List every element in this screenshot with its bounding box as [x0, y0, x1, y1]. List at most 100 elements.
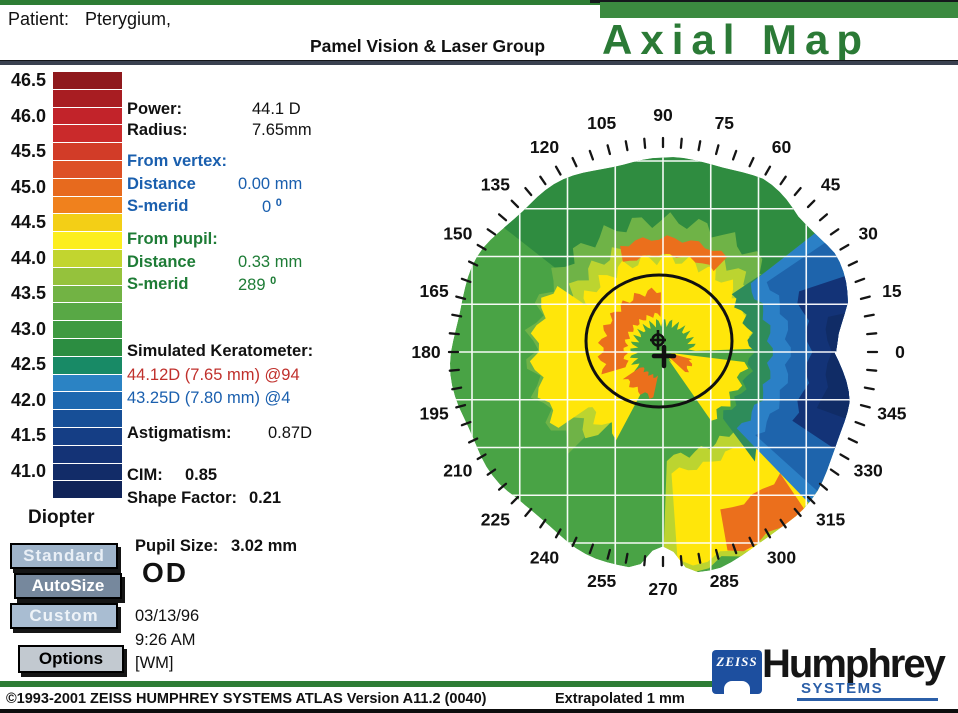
zeiss-logo-badge: ZEISS	[712, 650, 762, 694]
scale-tick-label: 41.5	[10, 425, 46, 445]
from-vertex-label: From vertex:	[127, 152, 227, 170]
power-value: 44.1 D	[252, 100, 301, 118]
humphrey-logo-text: Humphrey	[762, 642, 946, 686]
patient-label: Patient:	[8, 9, 70, 29]
extrapolated-note: Extrapolated 1 mm	[555, 691, 685, 707]
degree-label: 135	[481, 175, 510, 195]
sim-keratometer-label: Simulated Keratometer:	[127, 342, 314, 360]
pupil-distance-value: 0.33 mm	[238, 253, 303, 271]
degree-label: 165	[419, 281, 448, 301]
sim-k-steep-value: 44.12D (7.65 mm) @94	[127, 366, 300, 384]
scale-color-block	[53, 178, 122, 196]
scale-color-block	[53, 338, 122, 356]
page-title: Axial Map	[602, 16, 871, 63]
degree-label: 75	[715, 113, 735, 133]
degree-label: 255	[587, 571, 616, 591]
operator-initials: [WM]	[135, 654, 174, 672]
scale-tick-label: 44.5	[10, 212, 46, 232]
sim-k-flat-value: 43.25D (7.80 mm) @4	[127, 389, 291, 407]
scale-tick-label: 44.0	[10, 247, 46, 268]
standard-scale-button[interactable]: Standard	[10, 543, 118, 569]
autosize-scale-button[interactable]: AutoSize	[14, 573, 122, 599]
title-green-bar	[600, 2, 958, 18]
degree-label: 180	[411, 342, 440, 362]
degree-label: 285	[710, 571, 739, 591]
scale-color-block	[53, 445, 122, 463]
patient-name: Pterygium,	[85, 9, 172, 29]
axial-topography-map: 0 15 30 45 60 75 90 105 120 135 150 165 180 195 210 225…	[411, 105, 906, 599]
degree-label: 45	[821, 175, 841, 195]
scale-color-block	[53, 107, 122, 125]
pupil-smerid-value: 289 0	[238, 275, 277, 294]
degree-label: 30	[858, 224, 878, 244]
scale-color-block	[53, 285, 122, 303]
scale-color-block	[53, 160, 122, 178]
zeiss-logo-text: ZEISS	[716, 654, 758, 669]
diopter-unit-label: Diopter	[28, 507, 95, 528]
scale-tick-label: 43.5	[10, 283, 46, 303]
scale-tick-label: 45.0	[10, 176, 46, 197]
degree-superscript: 0	[275, 197, 282, 209]
humphrey-logo-underline	[797, 698, 938, 701]
degree-label: 195	[419, 403, 448, 423]
scale-color-block	[53, 196, 122, 214]
degree-label: 240	[530, 547, 559, 567]
scale-color-block	[53, 392, 122, 410]
pupil-size-value: 3.02 mm	[231, 537, 298, 555]
humphrey-systems-text: SYSTEMS	[801, 680, 884, 697]
scale-color-block	[53, 410, 122, 427]
degree-label: 300	[767, 547, 796, 567]
copyright-text: ©1993-2001 ZEISS HUMPHREY SYSTEMS ATLAS …	[6, 691, 487, 707]
clinic-name: Pamel Vision & Laser Group	[310, 36, 546, 56]
vertex-distance-label: Distance	[127, 175, 196, 193]
custom-scale-button[interactable]: Custom	[10, 603, 118, 629]
degree-label: 60	[772, 137, 792, 157]
scale-tick-label: 42.0	[10, 389, 46, 410]
options-button[interactable]: Options	[18, 645, 124, 673]
cim-label: CIM:	[127, 466, 163, 484]
degree-label: 270	[648, 579, 677, 599]
exam-time: 9:26 AM	[135, 631, 196, 649]
top-green-strip	[0, 0, 600, 5]
scale-tick-label: 41.0	[10, 460, 46, 481]
scale-color-block	[53, 321, 122, 338]
pupil-smerid-label: S-merid	[127, 275, 189, 293]
pupil-distance-label: Distance	[127, 253, 196, 271]
degree-ticks	[447, 136, 879, 568]
bottom-border-line	[0, 709, 958, 713]
diopter-scale-labels: 46.5 46.0 45.5 45.0 44.5 44.0 43.5 43.0 42.5 42.0…	[0, 70, 48, 498]
degree-label: 210	[443, 461, 472, 481]
shape-factor-value: 0.21	[249, 489, 282, 507]
degree-superscript: 0	[270, 275, 277, 287]
degree-label: 330	[854, 461, 883, 481]
scale-color-block	[53, 427, 122, 445]
vertex-smerid-label: S-merid	[127, 197, 189, 215]
degree-label: 105	[587, 113, 616, 133]
scale-color-block	[53, 267, 122, 285]
header-divider	[0, 60, 958, 65]
scale-color-block	[53, 249, 122, 267]
diopter-color-scale	[53, 72, 122, 499]
scale-tick-label: 46.5	[10, 70, 46, 90]
vertex-marker	[650, 330, 666, 350]
radius-value: 7.65mm	[252, 121, 312, 139]
exam-date: 03/13/96	[135, 607, 200, 625]
degree-label: 345	[877, 403, 906, 423]
pupil-center-marker	[651, 344, 677, 369]
scale-color-block	[53, 463, 122, 481]
scale-color-block	[53, 143, 122, 160]
shape-factor-label: Shape Factor:	[127, 489, 238, 507]
from-pupil-label: From pupil:	[127, 230, 218, 248]
zeiss-logo-notch	[724, 681, 750, 694]
top-black-strip	[590, 0, 958, 3]
scale-color-block	[53, 303, 122, 321]
degree-label: 315	[816, 510, 845, 530]
scale-tick-label: 42.5	[10, 354, 46, 374]
astigmatism-label: Astigmatism:	[127, 424, 232, 442]
pupil-size-label: Pupil Size:	[135, 537, 219, 555]
scale-color-block	[53, 214, 122, 232]
degree-label: 15	[882, 281, 902, 301]
scale-color-block	[53, 89, 122, 107]
degree-label: 90	[653, 105, 673, 125]
